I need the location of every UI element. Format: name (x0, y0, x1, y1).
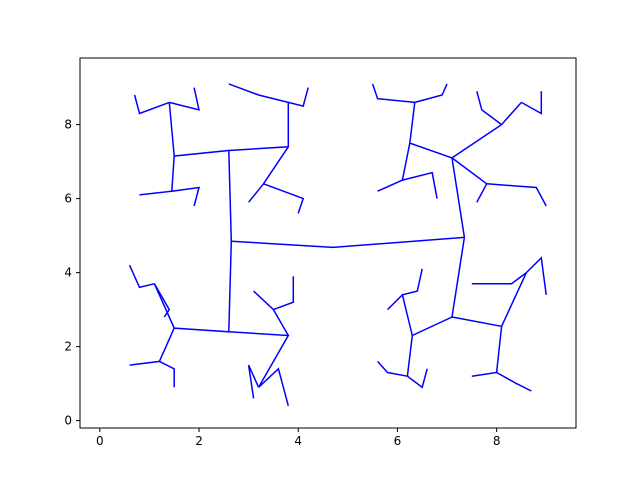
tree-edge-0-12 (171, 186, 201, 207)
y-tick-label: 8 (64, 118, 72, 132)
tree-edge-0-26 (414, 83, 448, 104)
tree-edge-0-8 (406, 237, 466, 377)
tree-edges (128, 83, 547, 406)
tree-edge-0-5 (408, 102, 466, 238)
tree-edge-0-14 (288, 87, 309, 108)
tree-edge-0-11 (169, 87, 200, 111)
y-tick-label: 4 (64, 266, 72, 280)
tree-edge-0-23 (247, 364, 260, 399)
tree-edge-0-3 (153, 241, 233, 333)
tree-edge-0-34 (402, 268, 423, 296)
x-tick-label: 8 (493, 434, 501, 448)
x-tick-label: 2 (195, 434, 203, 448)
y-axis-ticks: 0 2 4 6 8 (64, 118, 80, 428)
tree-edge-0-18 (153, 283, 171, 318)
tree-edge-0-0 (231, 236, 465, 249)
tree-edge-0-38 (496, 371, 532, 392)
tree-edge-0-39 (471, 271, 527, 285)
tree-edge-0-30 (521, 91, 543, 115)
y-tick-label: 2 (64, 340, 72, 354)
y-tick-label: 0 (64, 414, 72, 428)
tree-edge-0-16 (263, 183, 305, 214)
y-tick-label: 6 (64, 192, 72, 206)
tree-edge-0-1 (168, 102, 233, 242)
tree-edge-0-13 (228, 83, 289, 104)
tree-edge-0-24 (258, 367, 290, 406)
x-tick-label: 6 (394, 434, 402, 448)
tree-edge-0-36 (406, 368, 428, 389)
x-tick-label: 0 (96, 434, 104, 448)
tree-edge-0-28 (402, 171, 438, 199)
tree-edge-0-22 (273, 276, 295, 311)
tree-edge-0-40 (525, 256, 547, 295)
x-axis-ticks: 0 2 4 6 8 (96, 428, 500, 448)
tree-edge-0-17 (128, 264, 155, 289)
tree-edge-0-20 (159, 360, 175, 388)
tree-edge-0-32 (486, 183, 547, 207)
tree-edge-0-29 (476, 91, 503, 126)
tree-edge-0-35 (377, 360, 408, 377)
x-tick-label: 4 (294, 434, 302, 448)
axes-frame (79, 57, 577, 429)
tree-edge-0-25 (371, 83, 415, 104)
tree-edge-0-10 (133, 94, 170, 115)
